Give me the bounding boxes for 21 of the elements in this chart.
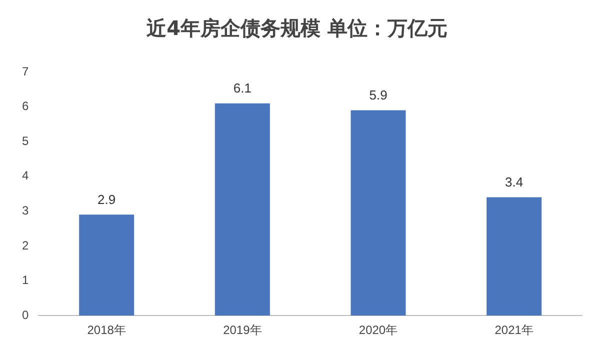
y-tick-label: 7: [22, 64, 29, 78]
data-label: 3.4: [505, 174, 524, 190]
x-tick-label: 2019年: [223, 323, 262, 338]
data-label: 6.1: [233, 80, 252, 96]
data-label: 5.9: [369, 87, 388, 102]
x-tick-label: 2021年: [494, 323, 534, 338]
y-tick-label: 6: [22, 99, 29, 114]
y-tick-label: 2: [22, 238, 29, 252]
bar: [79, 214, 134, 316]
y-tick-label: 5: [22, 134, 29, 148]
y-tick-label: 3: [22, 204, 29, 218]
y-tick-label: 1: [22, 273, 29, 288]
x-tick-label: 2018年: [87, 323, 126, 338]
bar: [214, 103, 270, 316]
bar: [350, 110, 406, 316]
y-tick-label: 4: [22, 168, 29, 183]
chart-title: 近4年房企债务规模 单位：万亿元: [146, 16, 448, 40]
x-tick-label: 2020年: [358, 323, 398, 338]
bar: [486, 197, 542, 316]
data-label: 2.9: [98, 192, 116, 207]
y-tick-label: 0: [22, 308, 29, 322]
